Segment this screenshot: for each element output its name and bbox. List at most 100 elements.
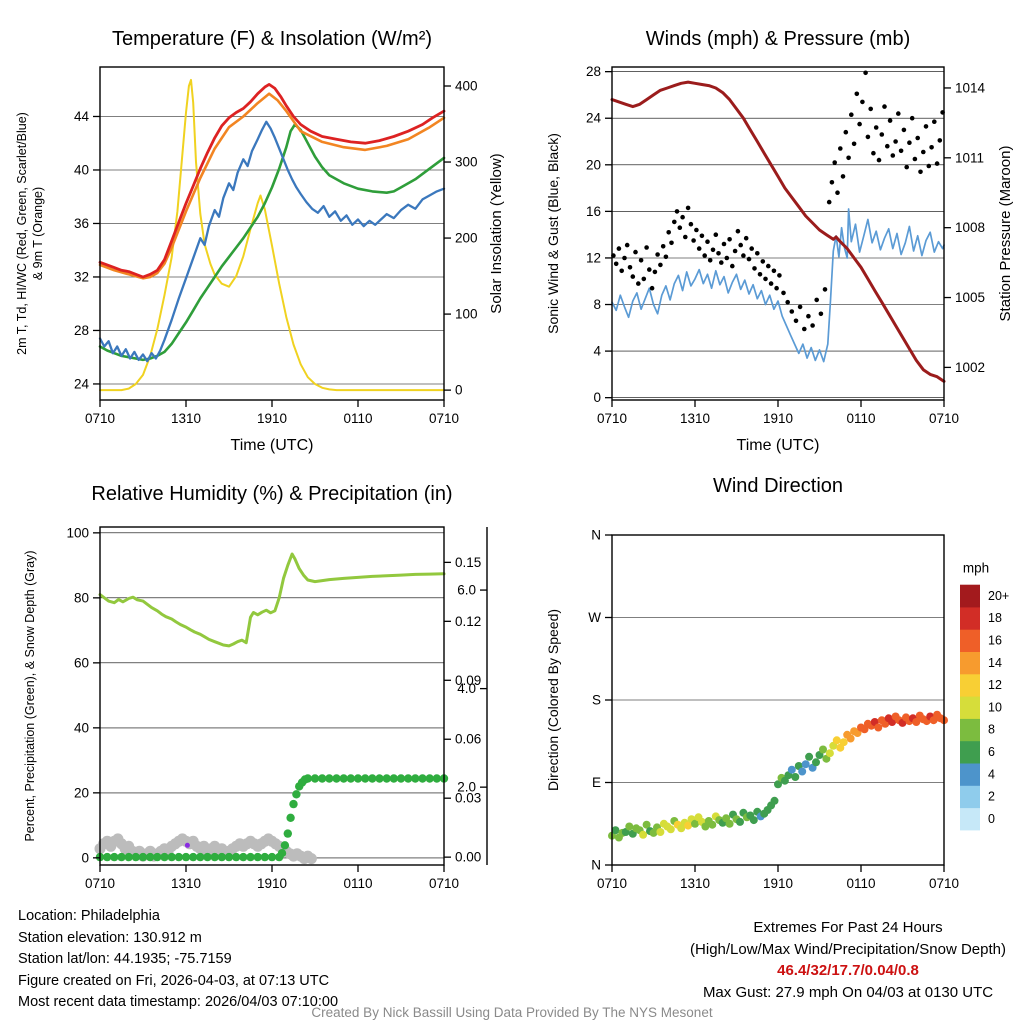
svg-text:0110: 0110 xyxy=(846,876,875,891)
svg-text:1002: 1002 xyxy=(955,360,985,375)
svg-text:24: 24 xyxy=(586,111,602,126)
svg-text:16: 16 xyxy=(988,633,1002,647)
svg-text:36: 36 xyxy=(74,216,89,231)
svg-text:N: N xyxy=(591,528,601,543)
station-info: Location: Philadelphia Station elevation… xyxy=(18,906,338,1014)
svg-text:32: 32 xyxy=(74,269,89,284)
svg-text:1005: 1005 xyxy=(955,290,985,305)
svg-text:Wind Direction: Wind Direction xyxy=(713,475,843,497)
svg-text:0: 0 xyxy=(455,383,463,398)
svg-text:Station Pressure (Maroon): Station Pressure (Maroon) xyxy=(997,146,1014,322)
svg-text:2m T, Td, HI/WC (Red, Green, S: 2m T, Td, HI/WC (Red, Green, Scarlet/Blu… xyxy=(15,112,29,355)
svg-text:Direction (Colored By Speed): Direction (Colored By Speed) xyxy=(545,609,561,791)
footer-location: Location: Philadelphia xyxy=(18,908,160,924)
svg-text:0710: 0710 xyxy=(85,876,115,891)
svg-text:18: 18 xyxy=(988,611,1002,625)
svg-text:20+: 20+ xyxy=(988,589,1009,603)
svg-text:0710: 0710 xyxy=(597,876,627,891)
svg-text:S: S xyxy=(592,693,601,708)
svg-text:1910: 1910 xyxy=(763,411,793,426)
svg-text:12: 12 xyxy=(988,678,1002,692)
svg-text:0710: 0710 xyxy=(429,411,459,426)
svg-text:44: 44 xyxy=(74,109,90,124)
svg-text:28: 28 xyxy=(74,323,89,338)
svg-text:0710: 0710 xyxy=(929,876,959,891)
svg-text:1310: 1310 xyxy=(171,876,201,891)
footer-timestamp: Most recent data timestamp: 2026/04/03 0… xyxy=(18,994,339,1010)
svg-text:16: 16 xyxy=(586,204,601,219)
extremes-values: 46.4/32/17.7/0.04/0.8 xyxy=(777,962,919,979)
svg-text:0.15: 0.15 xyxy=(455,555,481,570)
panel-winds-pressure: 0710 1310 1910 0110 0710 Time (UTC) 0 4 8 12 16 20 2… xyxy=(545,28,1014,454)
svg-text:0710: 0710 xyxy=(85,411,115,426)
svg-text:20: 20 xyxy=(74,785,89,800)
panel-temperature-insolation: 0710 1310 1910 0110 0710 Time (UTC) 24 28 32 36 40… xyxy=(15,28,505,454)
svg-text:0: 0 xyxy=(593,390,601,405)
svg-text:0710: 0710 xyxy=(597,411,627,426)
svg-text:8: 8 xyxy=(988,723,995,737)
svg-text:28: 28 xyxy=(586,64,601,79)
extremes-title: Extremes For Past 24 Hours xyxy=(753,919,943,936)
extremes-max-gust: Max Gust: 27.9 mph On 04/03 at 0130 UTC xyxy=(702,983,994,1001)
svg-text:Sonic Wind & Gust (Blue, Black: Sonic Wind & Gust (Blue, Black) xyxy=(545,133,561,334)
svg-text:0710: 0710 xyxy=(429,876,459,891)
svg-text:E: E xyxy=(592,775,601,790)
svg-text:1014: 1014 xyxy=(955,80,986,95)
panel-wind-direction: 0710 1310 1910 0110 0710 N E S W N Direction (Colo… xyxy=(545,475,1009,891)
svg-text:2.0: 2.0 xyxy=(457,780,476,795)
svg-text:0.03: 0.03 xyxy=(455,791,481,806)
svg-text:1910: 1910 xyxy=(257,411,287,426)
svg-text:1910: 1910 xyxy=(257,876,287,891)
svg-text:0110: 0110 xyxy=(343,876,372,891)
svg-text:300: 300 xyxy=(455,155,478,170)
footer-info: Location: Philadelphia Station elevation… xyxy=(0,905,1024,1024)
svg-text:Time (UTC): Time (UTC) xyxy=(231,437,314,454)
svg-text:24: 24 xyxy=(74,376,90,391)
svg-text:Temperature (F) & Insolation (: Temperature (F) & Insolation (W/m²) xyxy=(112,28,432,50)
footer-latlon: Station lat/lon: 44.1935; -75.7159 xyxy=(18,951,232,967)
svg-text:20: 20 xyxy=(586,157,601,172)
svg-text:400: 400 xyxy=(455,79,478,94)
svg-text:0.09: 0.09 xyxy=(455,673,481,688)
svg-text:10: 10 xyxy=(988,700,1002,714)
svg-text:8: 8 xyxy=(593,297,601,312)
svg-text:1310: 1310 xyxy=(680,411,710,426)
footer-elevation: Station elevation: 130.912 m xyxy=(18,929,202,946)
svg-text:0110: 0110 xyxy=(343,411,372,426)
svg-text:Solar Insolation (Yellow): Solar Insolation (Yellow) xyxy=(488,153,505,313)
svg-text:Winds (mph) & Pressure (mb): Winds (mph) & Pressure (mb) xyxy=(646,28,911,50)
svg-text:0110: 0110 xyxy=(846,411,875,426)
svg-text:0.12: 0.12 xyxy=(455,614,481,629)
svg-text:0: 0 xyxy=(988,812,995,826)
svg-text:4.0: 4.0 xyxy=(457,681,476,696)
extremes-subtitle: (High/Low/Max Wind/Precipitation/Snow De… xyxy=(690,940,1006,958)
svg-text:Time (UTC): Time (UTC) xyxy=(737,437,820,454)
svg-text:0.06: 0.06 xyxy=(455,732,481,747)
svg-text:1008: 1008 xyxy=(955,220,985,235)
svg-text:60: 60 xyxy=(74,655,89,670)
panel-humidity-precipitation: 0710 1310 1910 0110 0710 0 20 40 60 80 100 Percent,… xyxy=(23,483,488,891)
svg-text:14: 14 xyxy=(988,656,1002,670)
svg-text:N: N xyxy=(591,858,601,873)
svg-text:4: 4 xyxy=(593,344,601,359)
svg-text:100: 100 xyxy=(455,307,478,322)
svg-text:200: 200 xyxy=(455,231,478,246)
credit-line: Created By Nick Bassill Using Data Provi… xyxy=(311,1005,713,1020)
svg-text:mph: mph xyxy=(963,561,989,576)
svg-text:W: W xyxy=(588,610,601,625)
svg-text:12: 12 xyxy=(586,250,601,265)
svg-text:0.00: 0.00 xyxy=(455,850,481,865)
svg-text:Percent, Precipitation (Green): Percent, Precipitation (Green), & Snow D… xyxy=(23,550,37,841)
svg-text:6: 6 xyxy=(988,745,995,759)
svg-text:80: 80 xyxy=(74,590,89,605)
svg-text:4: 4 xyxy=(988,767,995,781)
svg-text:& 9m T (Orange): & 9m T (Orange) xyxy=(31,187,45,280)
svg-text:1310: 1310 xyxy=(680,876,710,891)
svg-text:1910: 1910 xyxy=(763,876,793,891)
svg-text:0: 0 xyxy=(81,850,89,865)
svg-text:2: 2 xyxy=(988,790,995,804)
svg-text:100: 100 xyxy=(66,525,89,540)
svg-text:1310: 1310 xyxy=(171,411,201,426)
svg-text:6.0: 6.0 xyxy=(457,583,476,598)
